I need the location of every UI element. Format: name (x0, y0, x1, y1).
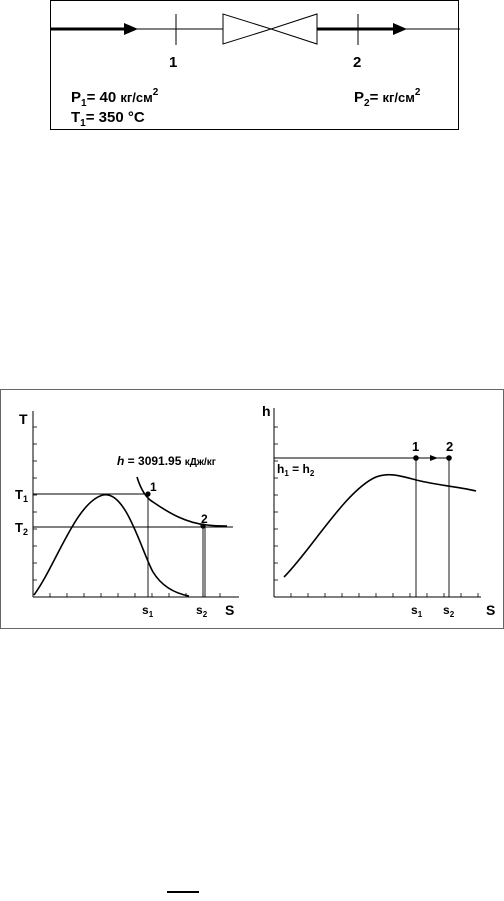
hs-s2-label: s2 (443, 603, 455, 619)
ts-y-axis-label: T (19, 411, 28, 427)
ts-saturation-dome (33, 494, 190, 597)
hs-x-axis-label: S (486, 602, 495, 618)
p2-text: P2= кг/см2 (354, 87, 421, 109)
hs-point-1 (413, 455, 419, 461)
ts-s1-label: s1 (142, 603, 154, 619)
ts-point-1-label: 1 (150, 480, 157, 494)
hs-process-arrowhead (430, 455, 438, 461)
ts-point-1 (145, 491, 151, 497)
hs-equality-label: h1 = h2 (277, 462, 315, 478)
hs-point-1-label: 1 (412, 439, 419, 454)
hs-saturation-curve (283, 473, 477, 578)
ts-enthalpy-label: h = 3091.95 кДж/кг (117, 454, 216, 468)
ts-point-2 (200, 523, 206, 529)
valve-left-triangle (222, 13, 273, 45)
ts-plot: T S 1 2 T1 T2 h = 3091.95 кДж/кг s1 s2 (15, 411, 239, 619)
station-2-label: 2 (353, 54, 361, 71)
ts-ticks (33, 426, 221, 597)
t1-text: T1= 350 °C (71, 109, 145, 129)
plots-drawing: T S 1 2 T1 T2 h = 3091.95 кДж/кг s1 s2 (15, 403, 495, 619)
station-1-label: 1 (169, 54, 177, 71)
fraction-bar-fragment (167, 891, 199, 893)
flow-arrowhead-out (393, 23, 407, 35)
ts-isenthalp-curve (136, 476, 228, 527)
hs-s1-label: s1 (411, 603, 423, 619)
hs-point-2-label: 2 (446, 439, 453, 454)
ts-t2-label: T2 (15, 520, 28, 537)
throttle-drawing: 1 2 P1= 40 кг/см2 T1= 350 °C P2= кг/см2 (51, 13, 460, 129)
ts-hs-diagrams: T S 1 2 T1 T2 h = 3091.95 кДж/кг s1 s2 (0, 389, 504, 629)
hs-plot: h S 1 2 h1 = h2 s1 s2 (262, 403, 495, 619)
hs-ticks (274, 426, 479, 597)
ts-s2-label: s2 (196, 603, 208, 619)
ts-point-2-label: 2 (201, 512, 208, 526)
p1-text: P1= 40 кг/см2 (71, 87, 159, 109)
valve-right-triangle (269, 13, 318, 45)
ts-t1-label: T1 (15, 487, 28, 504)
throttle-schematic: 1 2 P1= 40 кг/см2 T1= 350 °C P2= кг/см2 (50, 0, 460, 130)
ts-x-axis-label: S (225, 602, 234, 618)
flow-arrowhead-in (124, 23, 138, 35)
hs-point-2 (446, 455, 452, 461)
hs-y-axis-label: h (262, 403, 271, 419)
